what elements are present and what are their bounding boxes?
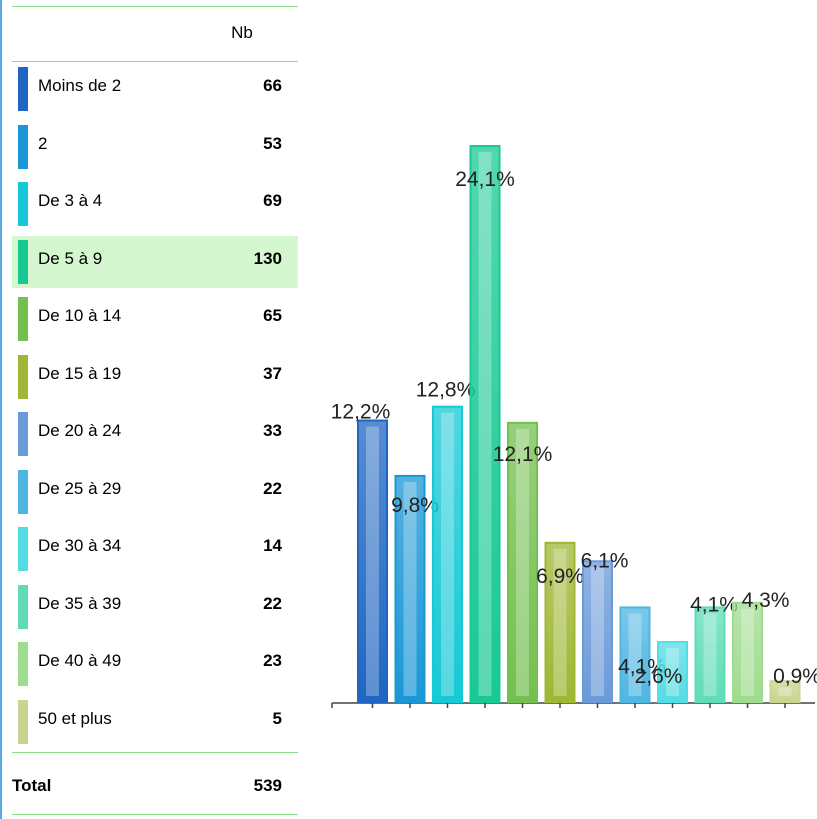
bar-9 [694,606,726,704]
bar-highlight-4 [516,428,529,696]
nb-column-header: Nb [231,23,253,42]
count-value: 22 [263,478,282,498]
bar-highlight-9 [703,613,717,696]
data-label-5: 6,9% [536,565,584,588]
count-value: 69 [263,191,282,210]
category-label: De 10 à 14 [38,306,122,325]
count-value: 33 [263,421,282,440]
count-value: 5 [272,708,282,728]
category-label: De 5 à 9 [38,248,103,268]
bar-5 [544,541,576,703]
legend-swatch [18,527,28,571]
category-label: Moins de 2 [38,76,122,95]
legend-swatch [18,182,28,226]
bar-highlight-7 [628,613,642,696]
bar-highlight-1 [403,481,417,696]
data-label-11: 0,9% [773,665,817,688]
table-row: De 10 à 14 65 [12,293,298,345]
table-row: De 25 à 29 22 [12,466,298,518]
category-label: De 3 à 4 [38,191,103,210]
table-top-rule [12,6,298,7]
bar-highlight-3 [478,152,492,696]
legend-swatch [18,469,28,514]
data-label-10: 4,3% [742,589,790,612]
total-rule [12,752,298,753]
data-label-4: 12,1% [493,443,553,466]
bar-chart: 12,2%9,8%12,8%24,1%12,1%6,9%6,1%4,1%2,6%… [331,145,817,708]
data-label-9: 4,1% [690,593,738,616]
category-label: 2 [38,133,48,153]
data-label-8: 2,6% [635,665,683,688]
table-row: De 30 à 34 14 [12,523,298,575]
header-rule [12,61,298,62]
bar-highlight-6 [591,567,604,696]
bar-0 [357,419,388,703]
table-row: De 3 à 4 69 [12,178,298,230]
bar-4 [507,421,538,703]
bar-6 [582,560,613,703]
table-bottom-rule [12,814,298,815]
table-row: Moins de 2 66 [12,63,298,115]
data-label-0: 12,2% [331,401,391,424]
bar-highlight-0 [366,426,379,696]
legend-swatch [18,412,28,456]
legend-swatch [18,124,28,169]
table-row: De 15 à 19 37 [12,351,298,403]
table-row: 50 et plus 5 [12,696,298,748]
bar-1 [394,474,426,704]
count-value: 22 [263,593,282,613]
data-label-6: 6,1% [581,549,629,572]
bar-3 [469,145,501,703]
legend-swatch [18,297,28,341]
table-row: De 40 à 49 23 [12,638,298,690]
category-label: De 30 à 34 [38,536,122,555]
count-value: 37 [263,363,282,383]
table-row: 2 53 [12,121,298,173]
bar-highlight-10 [741,608,754,696]
count-value: 66 [263,76,282,95]
data-label-1: 9,8% [391,494,439,517]
category-label: De 15 à 19 [38,363,122,383]
bar-highlight-8 [666,648,679,696]
legend-swatch [18,354,28,399]
bar-highlight-2 [441,412,454,696]
table-row: De 5 à 9 130 [12,235,298,288]
count-value: 14 [263,536,282,555]
bar-highlight-5 [553,548,567,696]
legend-swatch [18,699,28,744]
category-label: De 35 à 39 [38,593,122,613]
data-label-3: 24,1% [455,168,515,191]
legend-swatch [18,67,28,111]
table-row: De 35 à 39 22 [12,581,298,633]
count-value: 65 [263,306,282,325]
bar-11 [769,680,801,703]
count-value: 53 [263,133,282,153]
table-row: De 20 à 24 33 [12,408,298,460]
bar-2 [432,405,463,703]
legend-swatch [18,239,28,284]
page-left-border [0,0,2,819]
bar-highlight-11 [778,687,792,696]
count-value: 23 [263,651,282,670]
data-label-2: 12,8% [416,379,476,402]
category-label: De 40 à 49 [38,651,122,670]
data-label-7: 4,1% [618,655,666,678]
count-value: 130 [253,248,282,268]
total-label: Total [12,776,52,795]
bar-7 [619,606,651,704]
category-label: De 25 à 29 [38,478,122,498]
bar-10 [732,601,763,704]
legend-swatch [18,642,28,686]
bar-8 [657,641,688,704]
total-value: 539 [253,776,282,795]
category-label: 50 et plus [38,708,112,728]
legend-swatch [18,584,28,629]
category-label: De 20 à 24 [38,421,122,440]
